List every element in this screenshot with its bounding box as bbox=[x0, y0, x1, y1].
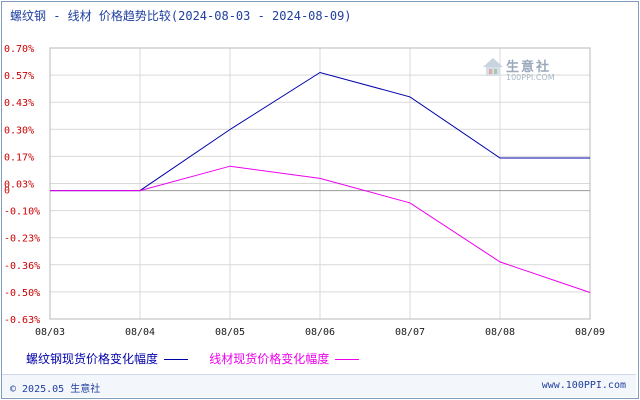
y-tick-label: -0.50% bbox=[4, 288, 40, 299]
y-tick-label: -0.63% bbox=[4, 315, 40, 326]
y-tick-label: 0.43% bbox=[4, 98, 34, 109]
series-line-2 bbox=[50, 165, 591, 293]
y-tick-label: -0.36% bbox=[4, 261, 40, 272]
legend-item-series1: 螺纹钢现货价格变化幅度 bbox=[26, 350, 189, 367]
x-tick-label: 08/09 bbox=[575, 327, 605, 338]
chart-title: 螺纹钢 - 线材 价格趋势比较(2024-08-03 - 2024-08-09) bbox=[10, 9, 352, 23]
y-tick-label: 0.17% bbox=[4, 152, 34, 163]
watermark-url: 100PPI.COM bbox=[506, 73, 555, 82]
y-tick-label: 0.57% bbox=[4, 71, 34, 82]
watermark-text: 生意社 bbox=[506, 60, 552, 75]
x-tick-label: 08/03 bbox=[35, 327, 65, 338]
y-tick-label: 0.30% bbox=[4, 125, 34, 136]
x-tick-label: 08/04 bbox=[125, 327, 155, 338]
y-tick-label: 0.03% bbox=[4, 180, 34, 191]
watermark: 生意社 100PPI.COM bbox=[482, 56, 582, 86]
watermark-logo-icon bbox=[483, 58, 503, 76]
x-tick-label: 08/06 bbox=[305, 327, 335, 338]
footer-copyright: © 2025.05 生意社 bbox=[10, 384, 101, 395]
y-tick-label: -0.23% bbox=[4, 234, 40, 245]
y-tick-label: 0.70% bbox=[4, 44, 34, 55]
x-tick-label: 08/05 bbox=[215, 327, 245, 338]
y-tick-label: -0.10% bbox=[4, 207, 40, 218]
legend-label-series1: 螺纹钢现货价格变化幅度 bbox=[26, 352, 159, 366]
legend-item-series2: 线材现货价格变化幅度 bbox=[209, 350, 360, 367]
legend-swatch-series2 bbox=[335, 359, 360, 360]
zero-label: 0 bbox=[4, 186, 10, 197]
legend-swatch-series1 bbox=[164, 359, 189, 360]
footer: © 2025.05 生意社 www.100PPI.com bbox=[2, 374, 636, 397]
x-tick-label: 08/08 bbox=[485, 327, 515, 338]
legend-label-series2: 线材现货价格变化幅度 bbox=[209, 352, 330, 366]
plot-area-border bbox=[49, 47, 591, 320]
footer-site-link[interactable]: www.100PPI.com bbox=[541, 380, 626, 391]
legend: 螺纹钢现货价格变化幅度 线材现货价格变化幅度 bbox=[26, 350, 373, 367]
x-tick-label: 08/07 bbox=[395, 327, 425, 338]
